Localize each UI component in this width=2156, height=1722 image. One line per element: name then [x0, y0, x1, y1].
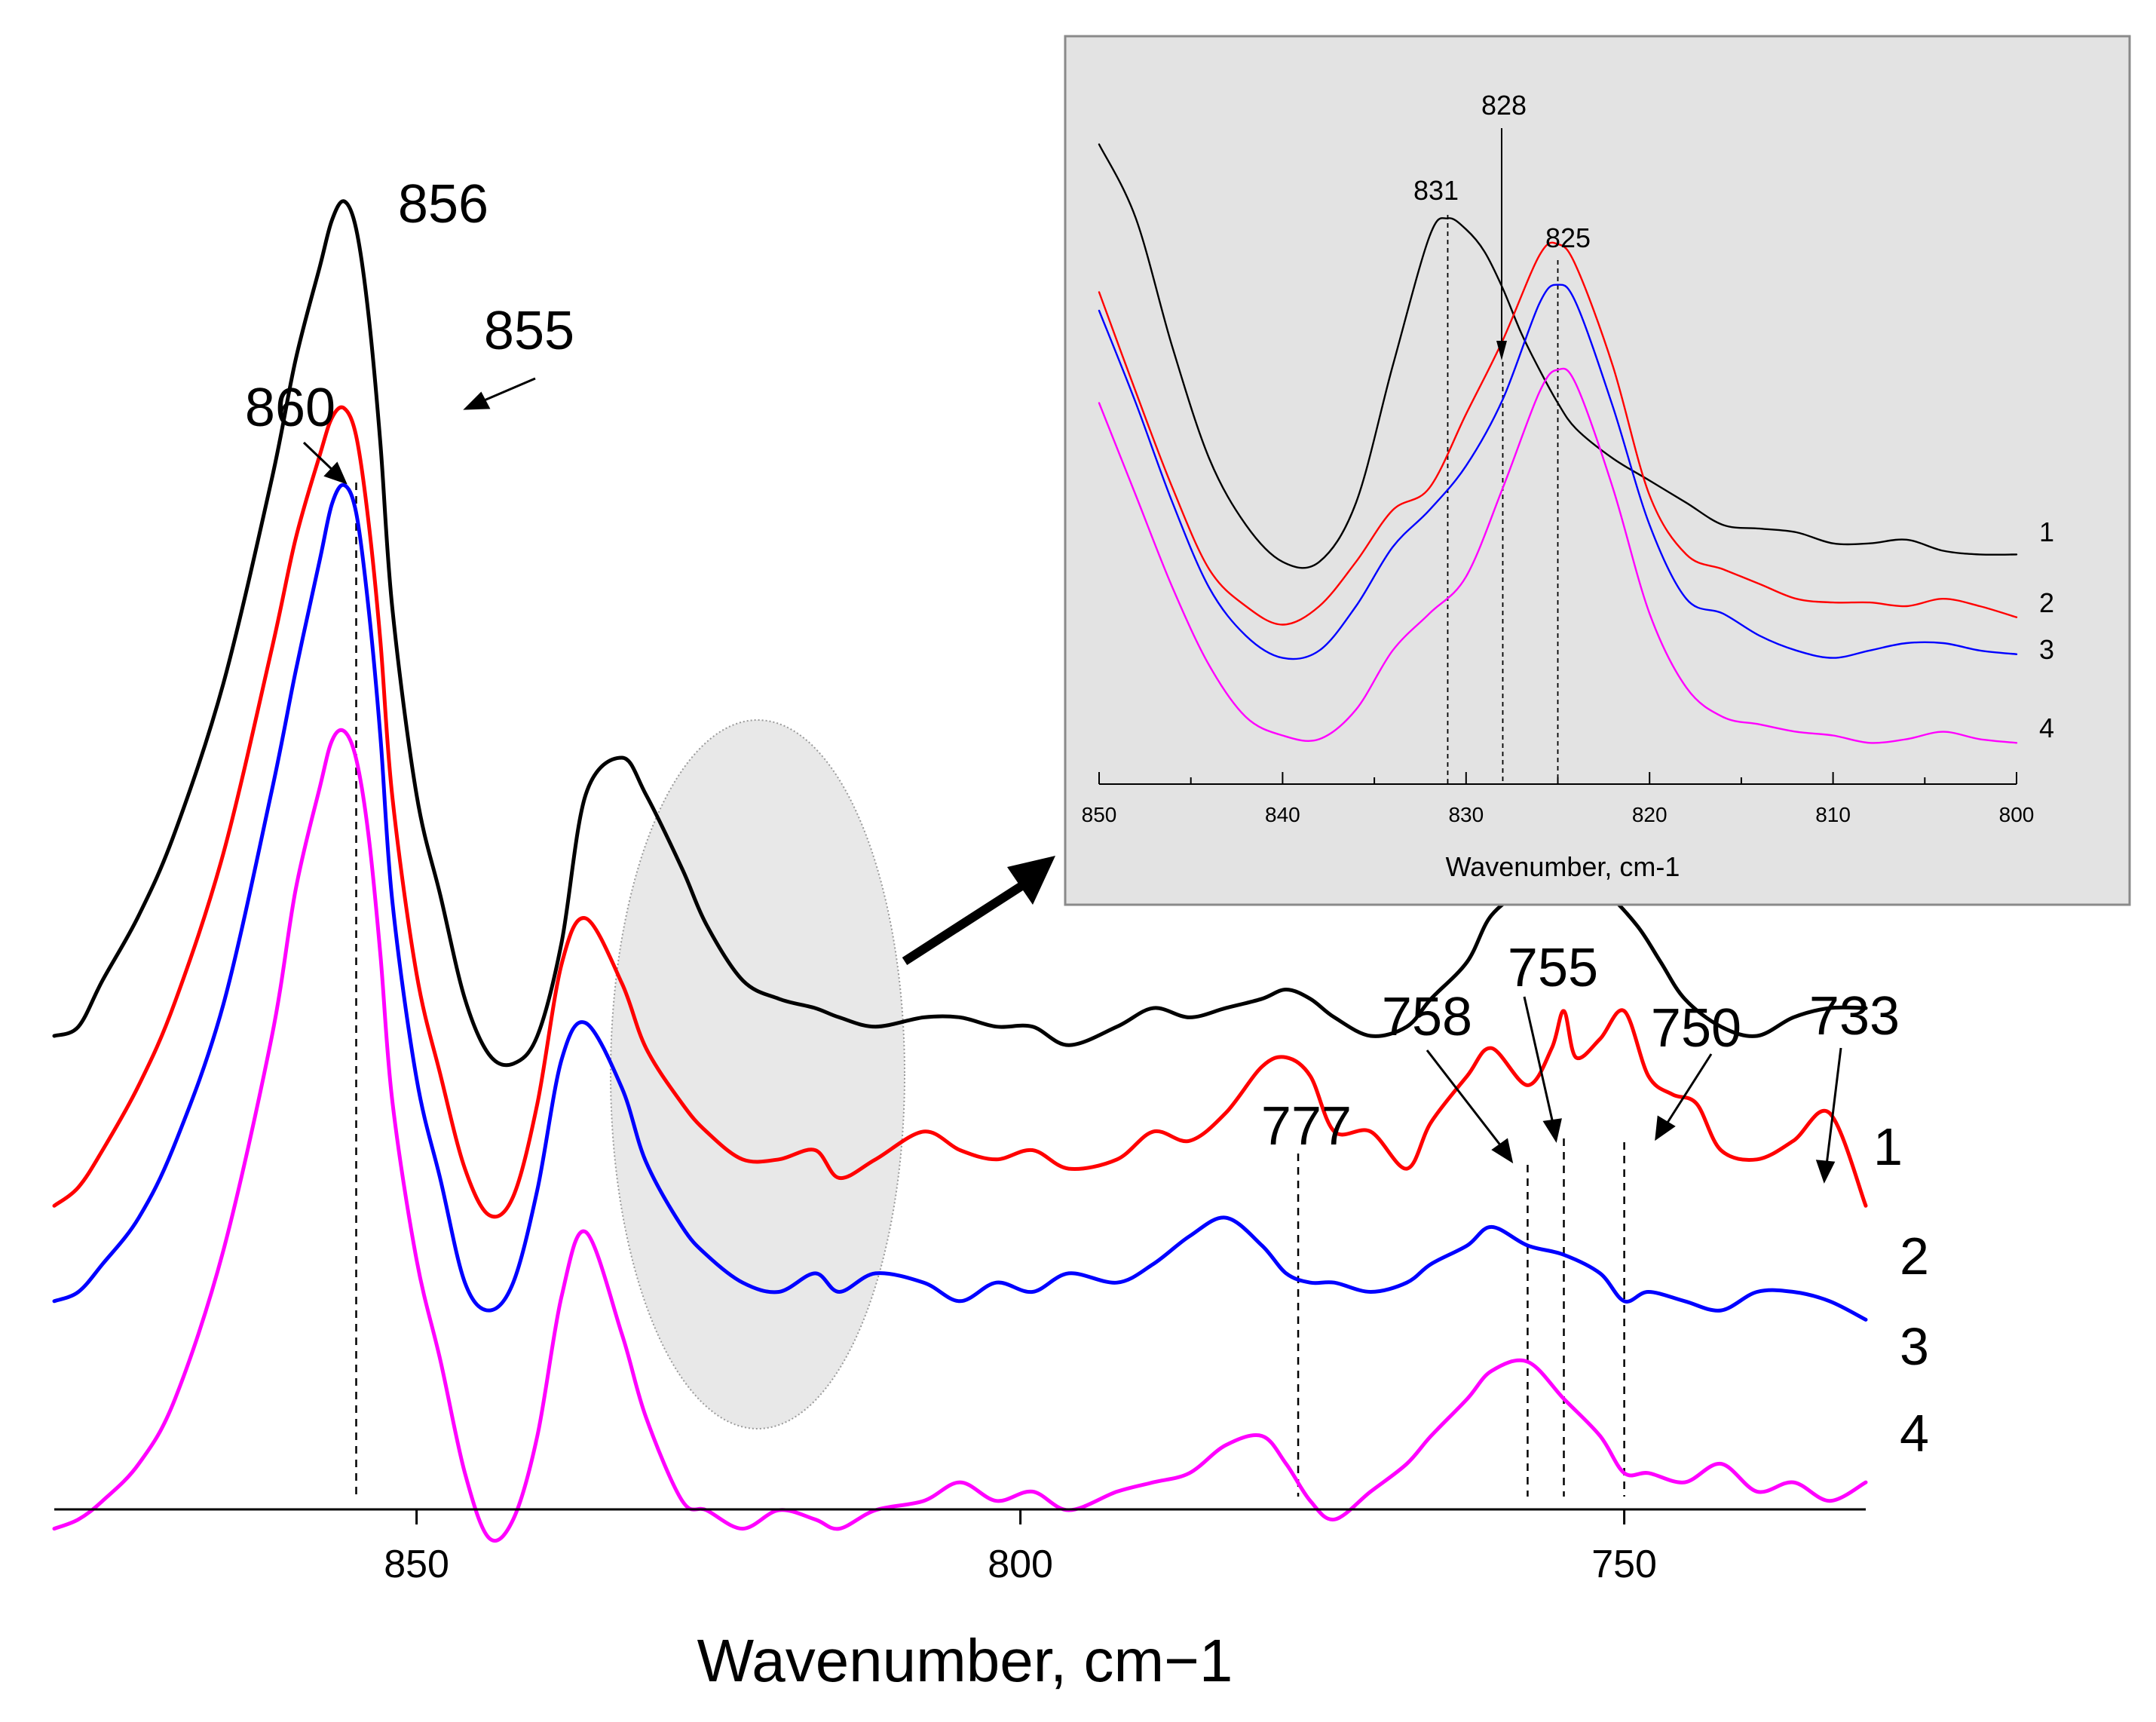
inset-x-axis-tick-labels: 850 840 830 820 810 800: [1082, 803, 2035, 826]
inset-x-axis-ticks: [1098, 772, 2017, 784]
arrow-758: [1426, 1049, 1505, 1151]
arrow-855-head: [463, 391, 491, 410]
peak-guide-lines: [355, 483, 1625, 1497]
arrow-755-head: [1542, 1118, 1562, 1143]
inset-tick-label-810: 810: [1815, 803, 1851, 826]
inset-x-axis-title: Wavenumber, cm-1: [1446, 851, 1680, 882]
arrow-855: [482, 377, 536, 403]
series-line-1: [52, 199, 1868, 1068]
inset-series-line-3: [1098, 283, 2018, 660]
series-label-3: 3: [1900, 1317, 1929, 1376]
inset-pointer-arrow: [902, 856, 1055, 966]
inset-annotation-831: 831: [1413, 175, 1459, 206]
annotation-777: 777: [1261, 1096, 1352, 1157]
arrow-860: [302, 441, 337, 474]
series-label-2: 2: [1900, 1227, 1929, 1285]
inset-annotation-825: 825: [1545, 222, 1591, 253]
inset-tick-label-840: 840: [1265, 803, 1300, 826]
inset-tick-label-850: 850: [1082, 803, 1117, 826]
inset-series-group: [1098, 143, 2018, 744]
series-label-4: 4: [1900, 1404, 1929, 1463]
arrow-755: [1523, 996, 1554, 1124]
x-axis-title: Wavenumber, cm−1: [697, 1627, 1233, 1694]
annotation-758: 758: [1382, 987, 1472, 1047]
inset-arrow-828: [1496, 128, 1507, 360]
annotation-750: 750: [1651, 998, 1741, 1059]
inset-series-label-3: 3: [2039, 634, 2054, 665]
arrow-860-head: [323, 461, 348, 485]
series-line-3: [52, 483, 1868, 1322]
annotation-755: 755: [1508, 938, 1598, 998]
series-line-2: [52, 405, 1868, 1219]
annotation-arrows: [302, 377, 1842, 1184]
inset-tick-label-830: 830: [1448, 803, 1484, 826]
annotation-855: 855: [484, 301, 574, 361]
inset-series-line-1: [1098, 143, 2018, 569]
inset-background: [1064, 35, 2131, 906]
inset-series-line-2: [1098, 241, 2018, 626]
x-axis-tick-labels: 850 800 750: [384, 1543, 1657, 1586]
tick-label-800: 800: [988, 1543, 1053, 1586]
inset-chart: 850 840 830 820 810 800 Wavenumber, cm-1 1 2 …: [1064, 35, 2131, 906]
main-chart: 850 800 750 Wavenumber, cm−1 1 2 3 4 856 8…: [52, 174, 1929, 1694]
inset-peak-guide-lines: [1447, 215, 1559, 784]
inset-series-label-4: 4: [2039, 712, 2054, 743]
x-axis-ticks: [415, 1509, 1626, 1524]
annotation-733: 733: [1809, 986, 1900, 1046]
inset-tick-label-800: 800: [1999, 803, 2035, 826]
arrow-750-head: [1655, 1115, 1676, 1141]
inset-annotation-828: 828: [1481, 90, 1527, 121]
annotation-856: 856: [398, 174, 488, 234]
inset-series-label-2: 2: [2039, 587, 2054, 618]
arrow-758-head: [1491, 1138, 1514, 1164]
annotation-860: 860: [245, 378, 335, 438]
arrow-750: [1664, 1053, 1713, 1126]
inset-series-line-4: [1098, 367, 2018, 744]
arrow-733: [1825, 1047, 1842, 1166]
inset-series-label-1: 1: [2039, 516, 2054, 547]
inset-tick-label-820: 820: [1632, 803, 1668, 826]
tick-label-850: 850: [384, 1543, 449, 1586]
tick-label-750: 750: [1591, 1543, 1657, 1586]
series-label-1: 1: [1873, 1117, 1903, 1176]
arrow-733-head: [1815, 1160, 1836, 1184]
highlight-region: [610, 719, 905, 1429]
